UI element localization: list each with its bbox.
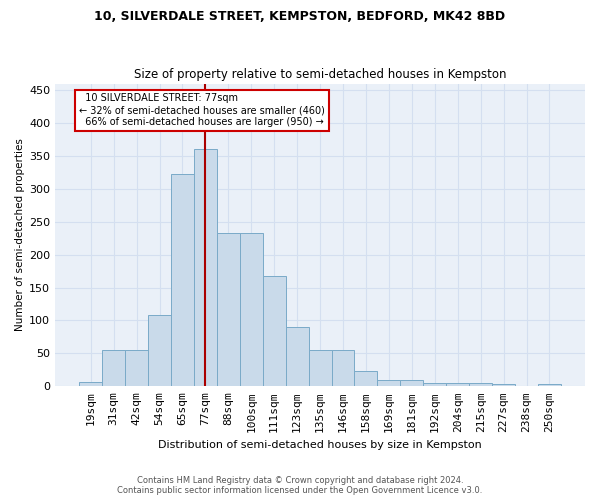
Bar	[332, 350, 355, 387]
Bar	[125, 350, 148, 387]
Bar	[217, 233, 240, 386]
Bar	[538, 384, 561, 386]
Bar	[102, 350, 125, 387]
Bar	[469, 383, 492, 386]
Bar	[79, 382, 102, 386]
Bar	[286, 327, 308, 386]
Bar	[492, 384, 515, 386]
Text: Contains HM Land Registry data © Crown copyright and database right 2024.
Contai: Contains HM Land Registry data © Crown c…	[118, 476, 482, 495]
X-axis label: Distribution of semi-detached houses by size in Kempston: Distribution of semi-detached houses by …	[158, 440, 482, 450]
Bar	[446, 383, 469, 386]
Bar	[400, 380, 423, 386]
Bar	[355, 370, 377, 386]
Bar	[194, 150, 217, 386]
Text: 10, SILVERDALE STREET, KEMPSTON, BEDFORD, MK42 8BD: 10, SILVERDALE STREET, KEMPSTON, BEDFORD…	[94, 10, 506, 23]
Bar	[263, 276, 286, 386]
Text: 10 SILVERDALE STREET: 77sqm  
← 32% of semi-detached houses are smaller (460)
  : 10 SILVERDALE STREET: 77sqm ← 32% of sem…	[79, 94, 325, 126]
Bar	[240, 233, 263, 386]
Bar	[171, 174, 194, 386]
Y-axis label: Number of semi-detached properties: Number of semi-detached properties	[15, 138, 25, 332]
Bar	[148, 315, 171, 386]
Title: Size of property relative to semi-detached houses in Kempston: Size of property relative to semi-detach…	[134, 68, 506, 81]
Bar	[423, 383, 446, 386]
Bar	[308, 350, 332, 387]
Bar	[377, 380, 400, 386]
